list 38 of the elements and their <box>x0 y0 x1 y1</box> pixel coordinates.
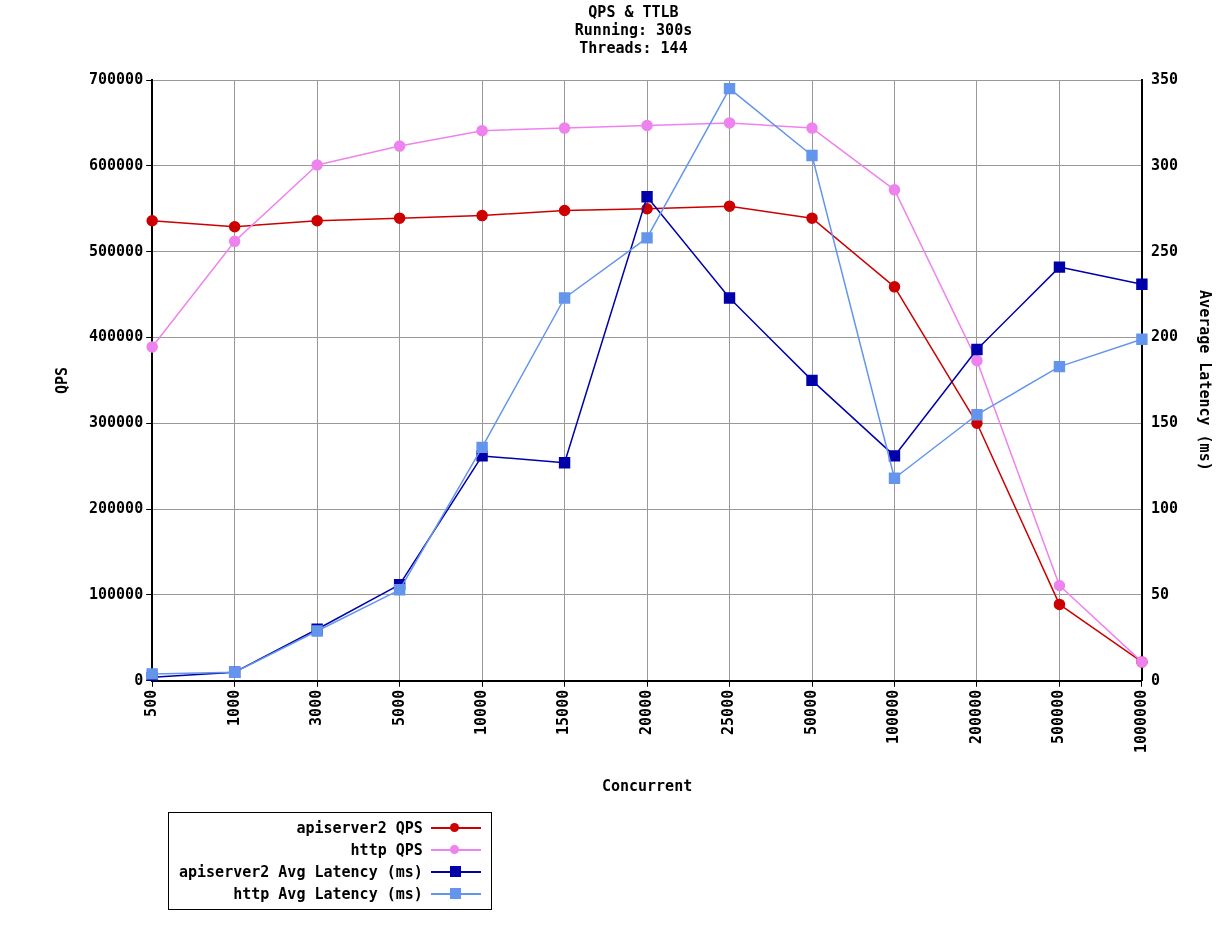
x-tick-label: 200000 <box>966 689 985 744</box>
y2-tick-label: 50 <box>1150 584 1169 603</box>
y-tick-label: 100000 <box>89 584 144 603</box>
x-tick-label: 25000 <box>719 689 738 735</box>
y-tick-label: 600000 <box>89 155 144 174</box>
x-tick-label: 50000 <box>801 689 820 735</box>
x-tick-label: 500 <box>142 689 161 717</box>
y2-axis-title: Average Latency (ms) <box>1196 290 1215 471</box>
x-tick-label: 5000 <box>389 689 408 726</box>
y-tick-label: 700000 <box>89 69 144 88</box>
legend-label: apiserver2 QPS <box>296 819 423 837</box>
y-tick-label: 300000 <box>89 413 144 432</box>
y-tick-label: 500000 <box>89 241 144 260</box>
x-tick-label: 500000 <box>1049 689 1068 744</box>
x-tick-label: 1000000 <box>1131 689 1150 753</box>
y2-tick-label: 250 <box>1150 241 1178 260</box>
x-tick-label: 1000 <box>224 689 243 726</box>
y2-tick-label: 150 <box>1150 413 1178 432</box>
y-tick-label: 0 <box>134 670 144 689</box>
legend-label: http Avg Latency (ms) <box>233 885 423 903</box>
legend-label: apiserver2 Avg Latency (ms) <box>179 863 423 881</box>
y2-tick-label: 100 <box>1150 499 1178 518</box>
y-tick-label: 200000 <box>89 499 144 518</box>
x-tick-label: 3000 <box>307 689 326 726</box>
x-tick-label: 15000 <box>554 689 573 735</box>
x-tick-label: 100000 <box>884 689 903 744</box>
y-tick-label: 400000 <box>89 327 144 346</box>
x-tick-label: 10000 <box>471 689 490 735</box>
y2-tick-label: 350 <box>1150 69 1178 88</box>
chart-title: QPS & TTLB <box>588 2 679 21</box>
x-axis-title: Concurrent <box>601 776 693 795</box>
y-axis-title: QPS <box>52 366 71 394</box>
x-tick-label: 20000 <box>636 689 655 735</box>
y2-tick-label: 0 <box>1150 670 1160 689</box>
chart-subtitle: Running: 300s Threads: 144 <box>574 20 693 57</box>
y2-tick-label: 200 <box>1150 327 1178 346</box>
y2-tick-label: 300 <box>1150 155 1178 174</box>
legend-label: http QPS <box>350 841 423 859</box>
